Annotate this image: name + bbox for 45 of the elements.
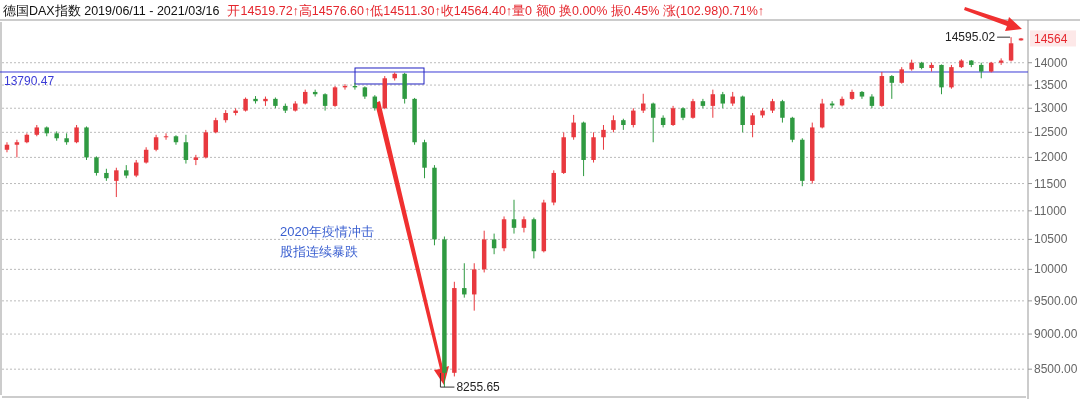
chart-title: 德国DAX指数 2019/06/11 - 2021/03/16 [3, 4, 220, 18]
candlestick [183, 134, 189, 165]
candlestick [780, 99, 785, 124]
candlestick [571, 114, 576, 141]
y-tick-label: 11500 [1034, 176, 1067, 191]
candlestick [949, 64, 954, 90]
y-tick-label: 10500 [1034, 232, 1068, 247]
y-tick-label: 12500 [1034, 125, 1068, 140]
candlestick [591, 131, 596, 164]
annotation: 8255.65 [456, 380, 501, 395]
candlestick [889, 74, 895, 100]
y-tick-label: 13000 [1034, 101, 1068, 116]
y-tick-label: 12000 [1034, 150, 1068, 165]
candlestick [14, 139, 20, 158]
candlestick [114, 167, 119, 198]
ref-line-label: 13790.47 [4, 73, 55, 88]
candlestick [193, 154, 199, 166]
candlestick [511, 199, 517, 235]
candlestick [710, 89, 716, 119]
candlestick [690, 98, 696, 120]
candlestick [631, 107, 636, 128]
candlestick [462, 262, 467, 299]
y-tick-label: 8500.00 [1034, 362, 1078, 377]
y-tick-label: 14000 [1034, 55, 1068, 70]
candlestick [670, 105, 676, 127]
candlestick [790, 116, 795, 143]
candlestick [163, 132, 169, 141]
text: 14564 [1034, 32, 1068, 47]
candlestick [94, 155, 99, 177]
candlestick [491, 233, 497, 255]
chart-subtitle: 开14519.72↑高14576.60↑低14511.30↑收14564.40↑量0 额0 换0.00% 振0.45% 涨(102.98)0.71%↑ [227, 3, 765, 18]
candlestick [332, 85, 338, 108]
candlestick [1008, 36, 1014, 62]
candlestick [74, 124, 79, 144]
candlestick [601, 124, 606, 151]
annotation: 股指连续暴跌 [280, 244, 358, 259]
annotation: 2020年疫情冲击 [280, 224, 374, 239]
candlestick [939, 63, 944, 95]
y-tick-label: 9000.00 [1034, 327, 1078, 342]
annotation: 14595.02 [945, 30, 996, 45]
y-tick-label: 9500.00 [1034, 293, 1078, 308]
y-tick-label: 10000 [1034, 262, 1068, 277]
candlestick [750, 112, 755, 138]
y-tick-label: 13500 [1034, 78, 1068, 93]
y-tick-label: 11000 [1034, 203, 1067, 218]
